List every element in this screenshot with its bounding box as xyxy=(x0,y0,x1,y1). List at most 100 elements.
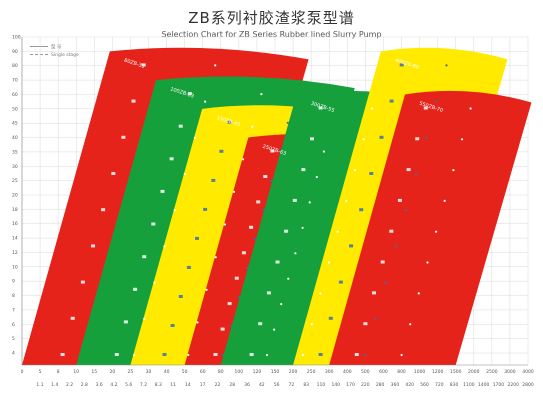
y-tick-label: 18 xyxy=(12,207,18,213)
operating-point xyxy=(425,136,428,139)
x2-tick-label: 8.3 xyxy=(155,382,162,388)
operating-point xyxy=(254,237,257,240)
x2-tick-label: 360 xyxy=(391,382,400,388)
x-tick-label: 150 xyxy=(271,369,280,375)
curve-tag xyxy=(60,353,65,356)
curve-tag xyxy=(249,353,254,356)
x2-tick-label: 2.2 xyxy=(66,382,73,388)
y-tick-label: 60 xyxy=(12,92,18,98)
curve-tag xyxy=(178,295,183,298)
x2-tick-label: 7.2 xyxy=(140,382,147,388)
curve-tag xyxy=(399,63,404,67)
x2-tick-label: 2800 xyxy=(522,382,534,388)
x-tick-label: 1200 xyxy=(432,369,444,375)
pump-bands xyxy=(22,47,532,366)
curve-tag xyxy=(170,324,175,327)
y-tick-label: 4 xyxy=(12,351,15,357)
y-tick-label: 90 xyxy=(12,49,18,55)
x-tick-label: 4000 xyxy=(522,369,534,375)
operating-point xyxy=(374,317,377,320)
x-tick-label: 5 xyxy=(39,369,42,375)
operating-point xyxy=(270,179,273,182)
x2-tick-label: 28 xyxy=(229,382,235,388)
curve-tag xyxy=(292,198,297,202)
legend: 型 号 Single stage xyxy=(30,44,79,60)
x-tick-label: 2500 xyxy=(486,369,498,375)
curve-tag xyxy=(213,353,218,356)
x-tick-label: 8 xyxy=(57,369,60,375)
x-tick-label: 25 xyxy=(128,369,134,375)
y-axis: 100 90 80 70 60 50 45 40 35 30 25 20 18 16 14 12 10 9 8 7 6 5… xyxy=(12,35,23,365)
operating-point xyxy=(336,230,339,233)
operating-point xyxy=(308,201,311,204)
curve-tag xyxy=(258,322,263,326)
curve-tag xyxy=(369,172,374,175)
curve-tag xyxy=(211,178,216,182)
curve-tag xyxy=(160,189,165,193)
y-tick-label: 20 xyxy=(12,193,18,199)
y-tick-label: 35 xyxy=(12,149,18,155)
operating-point xyxy=(400,353,403,357)
operating-point xyxy=(415,172,418,176)
y-tick-label: 70 xyxy=(12,78,18,84)
y-tick-label: 5 xyxy=(12,336,15,342)
curve-tag xyxy=(227,120,232,124)
x-tick-label: 300 xyxy=(325,369,334,375)
x2-tick-label: 3.6 xyxy=(96,382,103,388)
curve-tag xyxy=(266,291,271,295)
x2-tick-label: 5.6 xyxy=(125,382,132,388)
operating-point xyxy=(273,328,276,331)
operating-point xyxy=(327,261,331,264)
curve-tag xyxy=(123,320,128,324)
x2-tick-label: 56 xyxy=(274,382,280,388)
curve-tag xyxy=(141,63,146,67)
operating-point xyxy=(260,93,263,96)
operating-point xyxy=(435,100,438,103)
operating-point xyxy=(153,281,156,284)
operating-point xyxy=(205,288,208,291)
x2-tick-label: 17 xyxy=(200,382,206,388)
x-tick-label: 120 xyxy=(253,369,262,375)
x2-tick-label: 140 xyxy=(331,382,340,388)
operating-point xyxy=(286,121,289,124)
operating-point xyxy=(302,353,305,357)
x-tick-label: 2000 xyxy=(468,369,480,375)
x-tick-label: 80 xyxy=(218,369,224,375)
curve-tag xyxy=(349,244,354,248)
y-tick-label: 80 xyxy=(12,63,18,69)
legend-item: 型 号 xyxy=(30,44,79,52)
operating-point xyxy=(214,256,217,259)
band-marks xyxy=(60,63,472,357)
curve-tag xyxy=(284,229,289,233)
x2-tick-label: 720 xyxy=(435,382,444,388)
operating-point xyxy=(364,353,367,357)
y-tick-label: 25 xyxy=(12,178,18,184)
curve-tag xyxy=(423,106,428,110)
curve-tag xyxy=(397,198,402,202)
operating-point xyxy=(362,138,365,141)
x2-tick-label: 1100 xyxy=(463,382,475,388)
operating-point xyxy=(187,353,190,357)
operating-point xyxy=(262,208,265,211)
operating-point xyxy=(204,100,207,103)
curve-tag xyxy=(186,265,191,269)
pump-band-red xyxy=(329,90,532,365)
operating-point xyxy=(278,150,281,153)
legend-label: Single stage xyxy=(51,53,79,58)
operating-point xyxy=(242,158,245,161)
operating-point xyxy=(301,226,304,229)
x-tick-label: 40 xyxy=(164,369,170,375)
operating-point xyxy=(193,136,197,139)
x-tick-label: 200 xyxy=(289,369,298,375)
x2-tick-label: 420 xyxy=(405,382,414,388)
y-tick-label: 10 xyxy=(12,264,18,270)
curve-tag xyxy=(121,135,126,139)
curve-tag xyxy=(220,327,225,331)
operating-point xyxy=(371,107,374,110)
x2-tick-label: 72 xyxy=(289,382,295,388)
x2-tick-label: 2.8 xyxy=(81,382,88,388)
curve-tag xyxy=(227,302,232,306)
operating-point xyxy=(452,169,455,172)
curve-tag xyxy=(169,157,174,161)
curve-tag xyxy=(91,244,95,248)
